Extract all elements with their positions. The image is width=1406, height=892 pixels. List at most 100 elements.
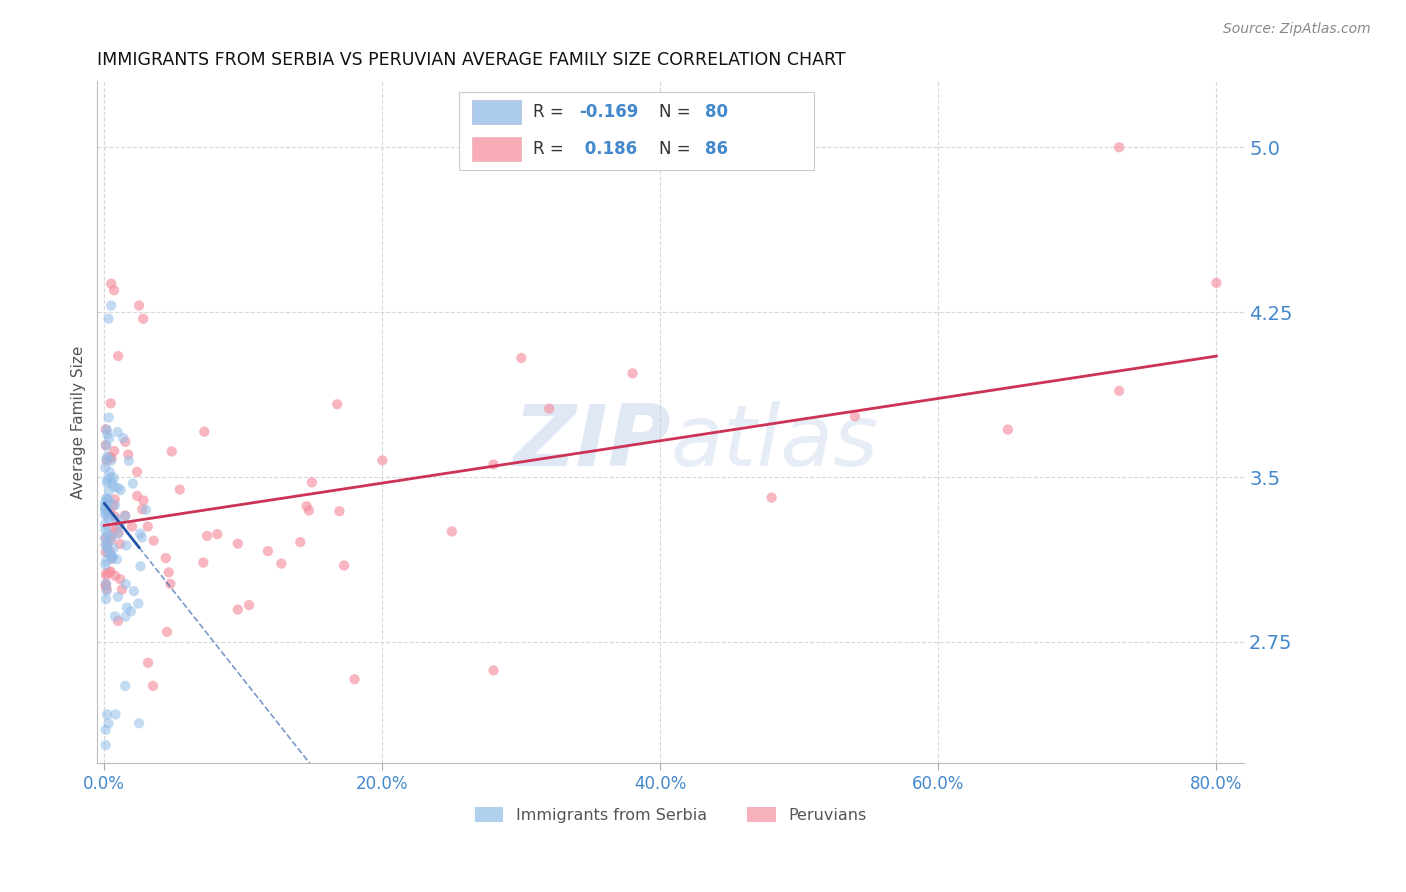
Text: 80: 80 xyxy=(706,103,728,121)
Point xyxy=(114,508,136,523)
Point xyxy=(142,533,165,548)
Point xyxy=(104,568,127,582)
Point xyxy=(94,532,117,546)
Point xyxy=(94,545,117,559)
Point xyxy=(226,602,249,616)
Point xyxy=(114,509,136,524)
Point xyxy=(538,401,561,416)
Point xyxy=(98,510,121,524)
Point xyxy=(94,558,117,572)
Point xyxy=(117,447,139,461)
Point xyxy=(115,600,138,615)
Point xyxy=(94,531,117,545)
Point xyxy=(96,566,118,581)
Text: R =: R = xyxy=(533,103,569,121)
Point xyxy=(1108,140,1130,154)
Point xyxy=(96,584,118,599)
Text: Source: ZipAtlas.com: Source: ZipAtlas.com xyxy=(1223,22,1371,37)
Point xyxy=(98,431,121,445)
Point xyxy=(94,508,117,522)
Point xyxy=(96,505,118,519)
Point xyxy=(96,536,118,550)
Point xyxy=(135,502,157,516)
Point xyxy=(97,525,120,540)
Point xyxy=(111,582,134,597)
Point xyxy=(100,453,122,467)
Point xyxy=(100,549,122,563)
Text: atlas: atlas xyxy=(671,401,879,484)
Point xyxy=(96,500,118,514)
Point xyxy=(94,577,117,591)
Point xyxy=(94,517,117,532)
Point xyxy=(104,609,127,624)
Point xyxy=(136,656,159,670)
Point xyxy=(96,452,118,467)
Point xyxy=(94,496,117,510)
Point xyxy=(97,545,120,559)
Point xyxy=(94,576,117,591)
Point xyxy=(118,454,141,468)
Point xyxy=(159,576,181,591)
Point xyxy=(193,425,215,439)
Point xyxy=(107,526,129,541)
Point xyxy=(100,299,122,313)
Y-axis label: Average Family Size: Average Family Size xyxy=(72,345,86,499)
Point xyxy=(257,544,280,558)
Point xyxy=(193,556,215,570)
Point xyxy=(107,349,129,363)
Text: IMMIGRANTS FROM SERBIA VS PERUVIAN AVERAGE FAMILY SIZE CORRELATION CHART: IMMIGRANTS FROM SERBIA VS PERUVIAN AVERA… xyxy=(97,51,846,69)
Point xyxy=(96,473,118,487)
Point xyxy=(97,311,120,326)
Point xyxy=(1205,276,1227,290)
Point xyxy=(96,423,118,437)
Point xyxy=(97,493,120,508)
Text: 0.186: 0.186 xyxy=(579,140,637,158)
Point xyxy=(155,551,177,566)
FancyBboxPatch shape xyxy=(472,101,520,124)
Point xyxy=(94,738,117,752)
Point xyxy=(114,577,136,591)
Point xyxy=(129,559,152,574)
Point xyxy=(207,527,229,541)
Point xyxy=(160,444,183,458)
Text: R =: R = xyxy=(533,140,569,158)
Point xyxy=(103,444,125,458)
Text: -0.169: -0.169 xyxy=(579,103,638,121)
Point xyxy=(96,538,118,552)
Point xyxy=(127,489,149,503)
Point xyxy=(440,524,463,539)
Point xyxy=(114,434,136,449)
FancyBboxPatch shape xyxy=(472,137,520,161)
Point xyxy=(100,533,122,547)
Point xyxy=(96,511,118,525)
Point xyxy=(103,499,125,513)
Text: N =: N = xyxy=(659,140,696,158)
Point xyxy=(107,526,129,541)
Point xyxy=(108,537,131,551)
Point xyxy=(621,367,644,381)
Point xyxy=(301,475,323,490)
Point xyxy=(94,501,117,516)
Point xyxy=(131,502,153,516)
Point xyxy=(510,351,533,365)
Point xyxy=(98,544,121,558)
Point xyxy=(114,609,136,624)
Point xyxy=(96,427,118,442)
Point xyxy=(100,531,122,545)
Point xyxy=(101,520,124,534)
Point xyxy=(96,491,118,506)
Point xyxy=(482,458,505,472)
Point xyxy=(270,557,292,571)
Point xyxy=(104,512,127,526)
Point xyxy=(121,519,143,533)
Point xyxy=(103,283,125,297)
Point xyxy=(128,299,150,313)
Text: 86: 86 xyxy=(706,140,728,158)
Point xyxy=(127,597,149,611)
Point xyxy=(128,716,150,731)
Point xyxy=(94,460,117,475)
Point xyxy=(94,501,117,516)
Point xyxy=(107,425,129,439)
Point xyxy=(107,614,129,628)
Point xyxy=(98,565,121,579)
